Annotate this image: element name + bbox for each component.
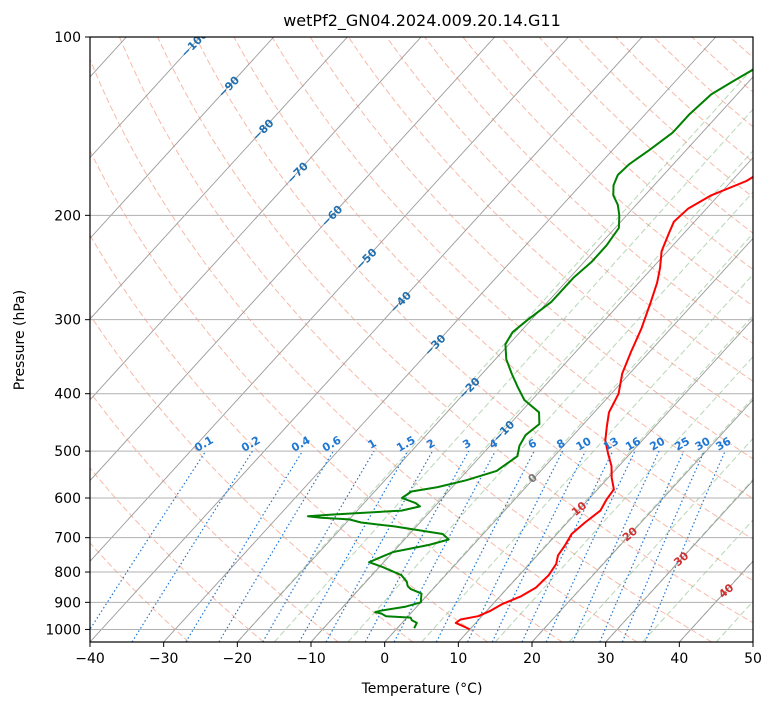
isotherm-line bbox=[90, 37, 422, 401]
dry-adiabat-line bbox=[90, 467, 264, 642]
y-tick-label: 1000 bbox=[45, 622, 81, 638]
dry-adiabat-line bbox=[347, 37, 753, 421]
mixing-ratio-line bbox=[90, 450, 207, 631]
x-tick-label: 30 bbox=[597, 651, 615, 667]
dry-adiabat-line bbox=[271, 37, 753, 500]
y-tick-label: 400 bbox=[54, 387, 81, 403]
mixing-ratio-line bbox=[364, 450, 470, 642]
mixing-ratio-line bbox=[599, 450, 685, 642]
dry-adiabat-line bbox=[157, 37, 753, 624]
moist-adiabat-line bbox=[642, 519, 753, 642]
x-tick-label: 0 bbox=[380, 651, 389, 667]
mixing-ratio-line bbox=[572, 450, 660, 642]
moist-adiabat-line bbox=[274, 108, 753, 642]
isotherm-line bbox=[90, 37, 496, 482]
plot-frame bbox=[89, 36, 754, 643]
isotherm-line bbox=[90, 37, 643, 642]
dry-adiabat-line bbox=[90, 234, 488, 642]
x-tick-label: −20 bbox=[223, 651, 253, 667]
dry-adiabat-line bbox=[386, 37, 753, 382]
mixing-ratio-line bbox=[644, 450, 726, 642]
moist-adiabat-line bbox=[568, 437, 753, 642]
mixing-ratio-line bbox=[393, 450, 496, 642]
dry-adiabat-line bbox=[195, 37, 753, 582]
y-axis: 100 200 300 400 500 600 700 800 900 1000 bbox=[45, 30, 90, 638]
moist-adiabat-line bbox=[421, 273, 753, 642]
x-tick-label: −30 bbox=[149, 651, 179, 667]
temperature-profile bbox=[454, 175, 753, 631]
x-tick-label: 20 bbox=[523, 651, 541, 667]
x-tick-label: −40 bbox=[75, 651, 105, 667]
y-tick-label: 500 bbox=[54, 444, 81, 460]
isotherm-line bbox=[458, 318, 753, 642]
dewpoint-profile bbox=[306, 68, 753, 629]
isotherm-line bbox=[90, 37, 275, 240]
moist-adiabat-line bbox=[494, 355, 753, 642]
x-axis-label: Temperature (°C) bbox=[361, 681, 483, 697]
x-tick-label: 40 bbox=[670, 651, 688, 667]
chart-title: wetPf2_GN04.2024.009.20.14.G11 bbox=[283, 11, 561, 31]
isotherm-line bbox=[90, 37, 201, 159]
y-tick-label: 600 bbox=[54, 491, 81, 507]
y-tick-label: 900 bbox=[54, 595, 81, 611]
plot-area bbox=[90, 37, 753, 642]
x-tick-label: 50 bbox=[744, 651, 762, 667]
y-tick-label: 200 bbox=[54, 208, 81, 224]
mixing-ratio-line bbox=[621, 450, 705, 642]
isotherm-line bbox=[90, 37, 569, 562]
mixing-ratio-line bbox=[131, 450, 254, 642]
mixing-ratio-line bbox=[466, 450, 564, 642]
dry-adiabat-line bbox=[90, 149, 563, 642]
isotherm-line bbox=[310, 156, 753, 642]
isotherm-line bbox=[531, 399, 753, 642]
mixing-ratio-line bbox=[185, 450, 304, 642]
y-tick-label: 800 bbox=[54, 565, 81, 581]
moist-adiabat-line bbox=[347, 191, 753, 642]
y-axis-label: Pressure (hPa) bbox=[12, 290, 28, 390]
isotherm-line bbox=[237, 76, 753, 642]
isotherm-line bbox=[384, 237, 753, 642]
isotherm-line bbox=[605, 479, 753, 642]
y-tick-label: 100 bbox=[54, 30, 81, 46]
isotherm-line bbox=[163, 37, 717, 642]
x-tick-label: 10 bbox=[449, 651, 467, 667]
y-tick-label: 700 bbox=[54, 531, 81, 547]
isotherm-line bbox=[90, 37, 348, 320]
y-tick-label: 300 bbox=[54, 313, 81, 329]
dry-adiabat-line bbox=[90, 58, 638, 642]
dry-adiabat-line bbox=[462, 37, 753, 307]
x-tick-label: −10 bbox=[296, 651, 326, 667]
x-axis: −40 −30 −20 −10 0 10 20 30 40 50 bbox=[75, 642, 762, 667]
